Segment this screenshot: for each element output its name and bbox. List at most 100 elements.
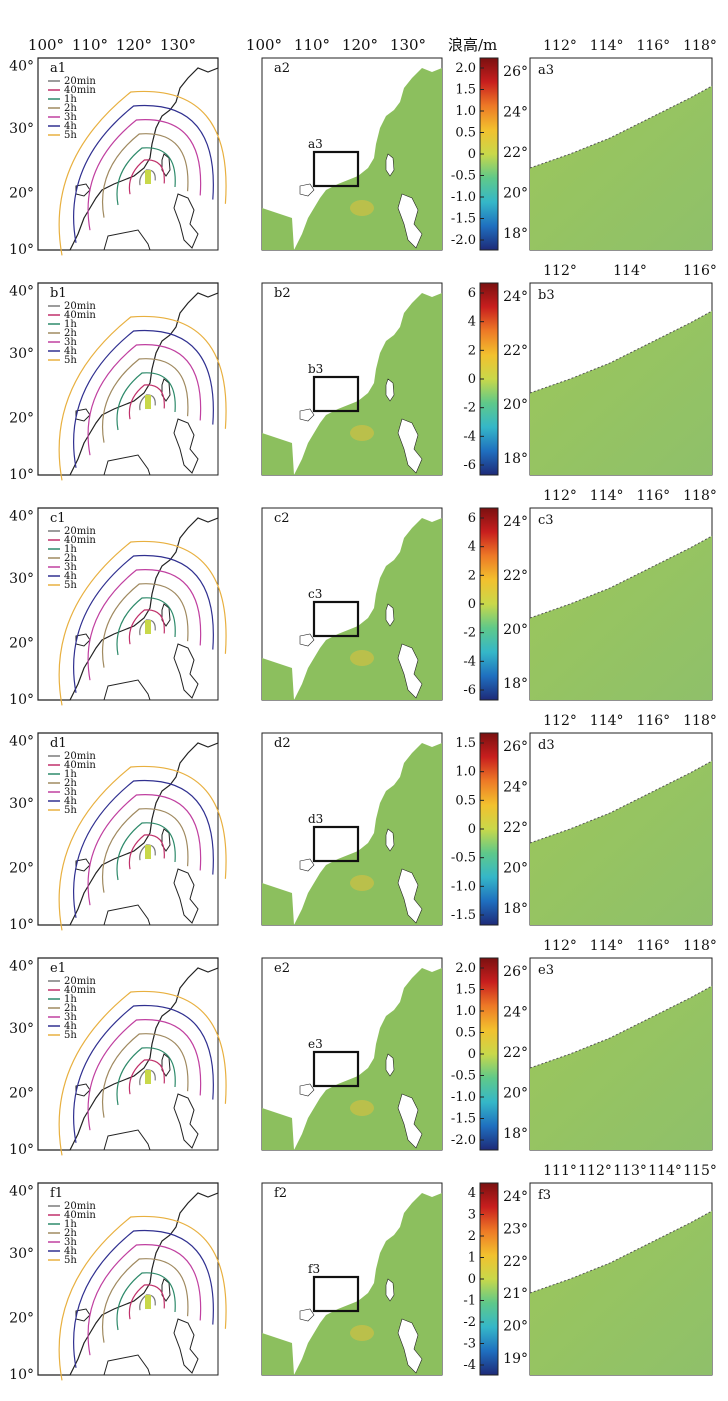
zoom-lat-label: 20°: [503, 861, 528, 877]
colorbar-tick: -3: [463, 1337, 476, 1352]
wave-hotspot: [350, 1325, 374, 1341]
colorbar-tick: -4: [463, 1358, 476, 1373]
hainan-island: [299, 633, 315, 647]
coastline: [37, 732, 219, 926]
philippine-islands: [397, 643, 423, 699]
legend-item: 1h: [64, 769, 77, 780]
colorbar-tick: 4: [468, 315, 476, 330]
zoom-box: [312, 1050, 360, 1088]
legend-item: 2h: [64, 1003, 77, 1014]
isochrone-line: [73, 1004, 214, 1143]
isochrone-line: [58, 90, 227, 256]
panel-label: e3: [538, 963, 554, 978]
source-area: [145, 1295, 151, 1309]
lat-label: 30°: [9, 1246, 34, 1262]
colorbar-tick: 1.0: [455, 765, 476, 780]
lat-label: 30°: [9, 571, 34, 587]
zoom-lon-label: 111°: [543, 1163, 577, 1179]
panel-label: e2: [274, 961, 290, 976]
panel-label: e1: [50, 961, 66, 976]
zoom-lat-label: 18°: [503, 901, 528, 917]
legend-item: 20min: [64, 76, 96, 87]
colorbar-tick: 0: [468, 1272, 476, 1287]
colorbar-tick: 1.5: [455, 83, 476, 98]
isochrone-line: [87, 1019, 202, 1131]
wave-height-map: b2 b3: [261, 282, 443, 476]
lat-label: 20°: [9, 186, 34, 202]
zoom-lon-label: 112°: [543, 713, 577, 729]
isochrone-line: [58, 990, 227, 1156]
panel-label: b2: [274, 286, 291, 301]
colorbar-tick: -0.5: [451, 1069, 476, 1084]
legend-item: 40min: [64, 985, 96, 996]
wave-height-map: d2 d3: [261, 732, 443, 926]
zoom-lon-label: 112°: [578, 1163, 612, 1179]
zoom-sea: [530, 536, 712, 700]
hainan-island: [299, 858, 315, 872]
source-area: [145, 845, 151, 859]
legend-item: 1h: [64, 319, 77, 330]
isochrone-line: [128, 609, 165, 645]
zoom-lat-label: 22°: [503, 343, 528, 359]
zoom-lat-label: 18°: [503, 226, 528, 242]
lat-label: 40°: [9, 508, 34, 524]
wave-height-map: a2 a3: [261, 57, 443, 251]
zoom-lon-label: 114°: [590, 938, 624, 954]
isochrone-line: [116, 1047, 176, 1106]
zoom-lon-label: 114°: [590, 488, 624, 504]
panel-label: c1: [50, 511, 66, 526]
isochrone-line: [73, 329, 214, 468]
colorbar-tick: 1.0: [455, 104, 476, 119]
zoom-lon-label: 118°: [683, 488, 717, 504]
panel-label: f2: [274, 1186, 287, 1201]
zoom-lon-label: 116°: [636, 713, 670, 729]
zoom-lon-label: 116°: [683, 263, 717, 279]
colorbar-tick: 4: [468, 540, 476, 555]
wave-height-map: f2 f3: [261, 1182, 443, 1376]
legend-item: 40min: [64, 310, 96, 321]
colorbar-tick: 2: [468, 343, 476, 358]
zoom-box: [312, 375, 360, 413]
lat-label: 10°: [9, 1367, 34, 1383]
wave-hotspot: [350, 200, 374, 216]
isochrone-line: [73, 104, 214, 243]
zoom-box-label: d3: [308, 812, 323, 826]
legend-item: 1h: [64, 994, 77, 1005]
isochrone-line: [128, 834, 165, 870]
zoom-lon-label: 118°: [683, 938, 717, 954]
zoom-lat-label: 22°: [503, 1045, 528, 1061]
colorbar-tick: 3: [468, 1208, 476, 1223]
zoom-box: [312, 825, 360, 863]
zoom-lon-label: 113°: [613, 1163, 647, 1179]
colorbar-tick: 2.0: [455, 961, 476, 976]
sea-area: [262, 1108, 294, 1150]
panel-label: b1: [50, 286, 67, 301]
zoom-lat-label: 18°: [503, 676, 528, 692]
zoom-lon-label: 115°: [683, 1163, 717, 1179]
zoom-lon-label: 114°: [613, 263, 647, 279]
colorbar-tick: -2: [463, 626, 476, 641]
zoom-panel: c3: [529, 507, 713, 701]
source-area: [145, 620, 151, 634]
borneo-coast: [103, 229, 151, 251]
colorbar-tick: -2: [463, 1315, 476, 1330]
legend-item: 3h: [64, 787, 77, 798]
panel-label: f3: [538, 1188, 551, 1203]
isochrone-line: [58, 315, 227, 481]
lat-label: 30°: [9, 796, 34, 812]
borneo-coast: [103, 454, 151, 476]
legend-item: 2h: [64, 103, 77, 114]
taiwan-island: [385, 378, 395, 402]
isochrone-line: [73, 1229, 214, 1368]
philippine-islands: [173, 193, 199, 249]
sea-area: [262, 883, 294, 925]
legend-item: 40min: [64, 1210, 96, 1221]
lat-label: 20°: [9, 1311, 34, 1327]
legend-item: 2h: [64, 328, 77, 339]
wave-hotspot: [350, 875, 374, 891]
zoom-lat-label: 22°: [503, 1254, 528, 1270]
zoom-lat-label: 21°: [503, 1286, 528, 1302]
